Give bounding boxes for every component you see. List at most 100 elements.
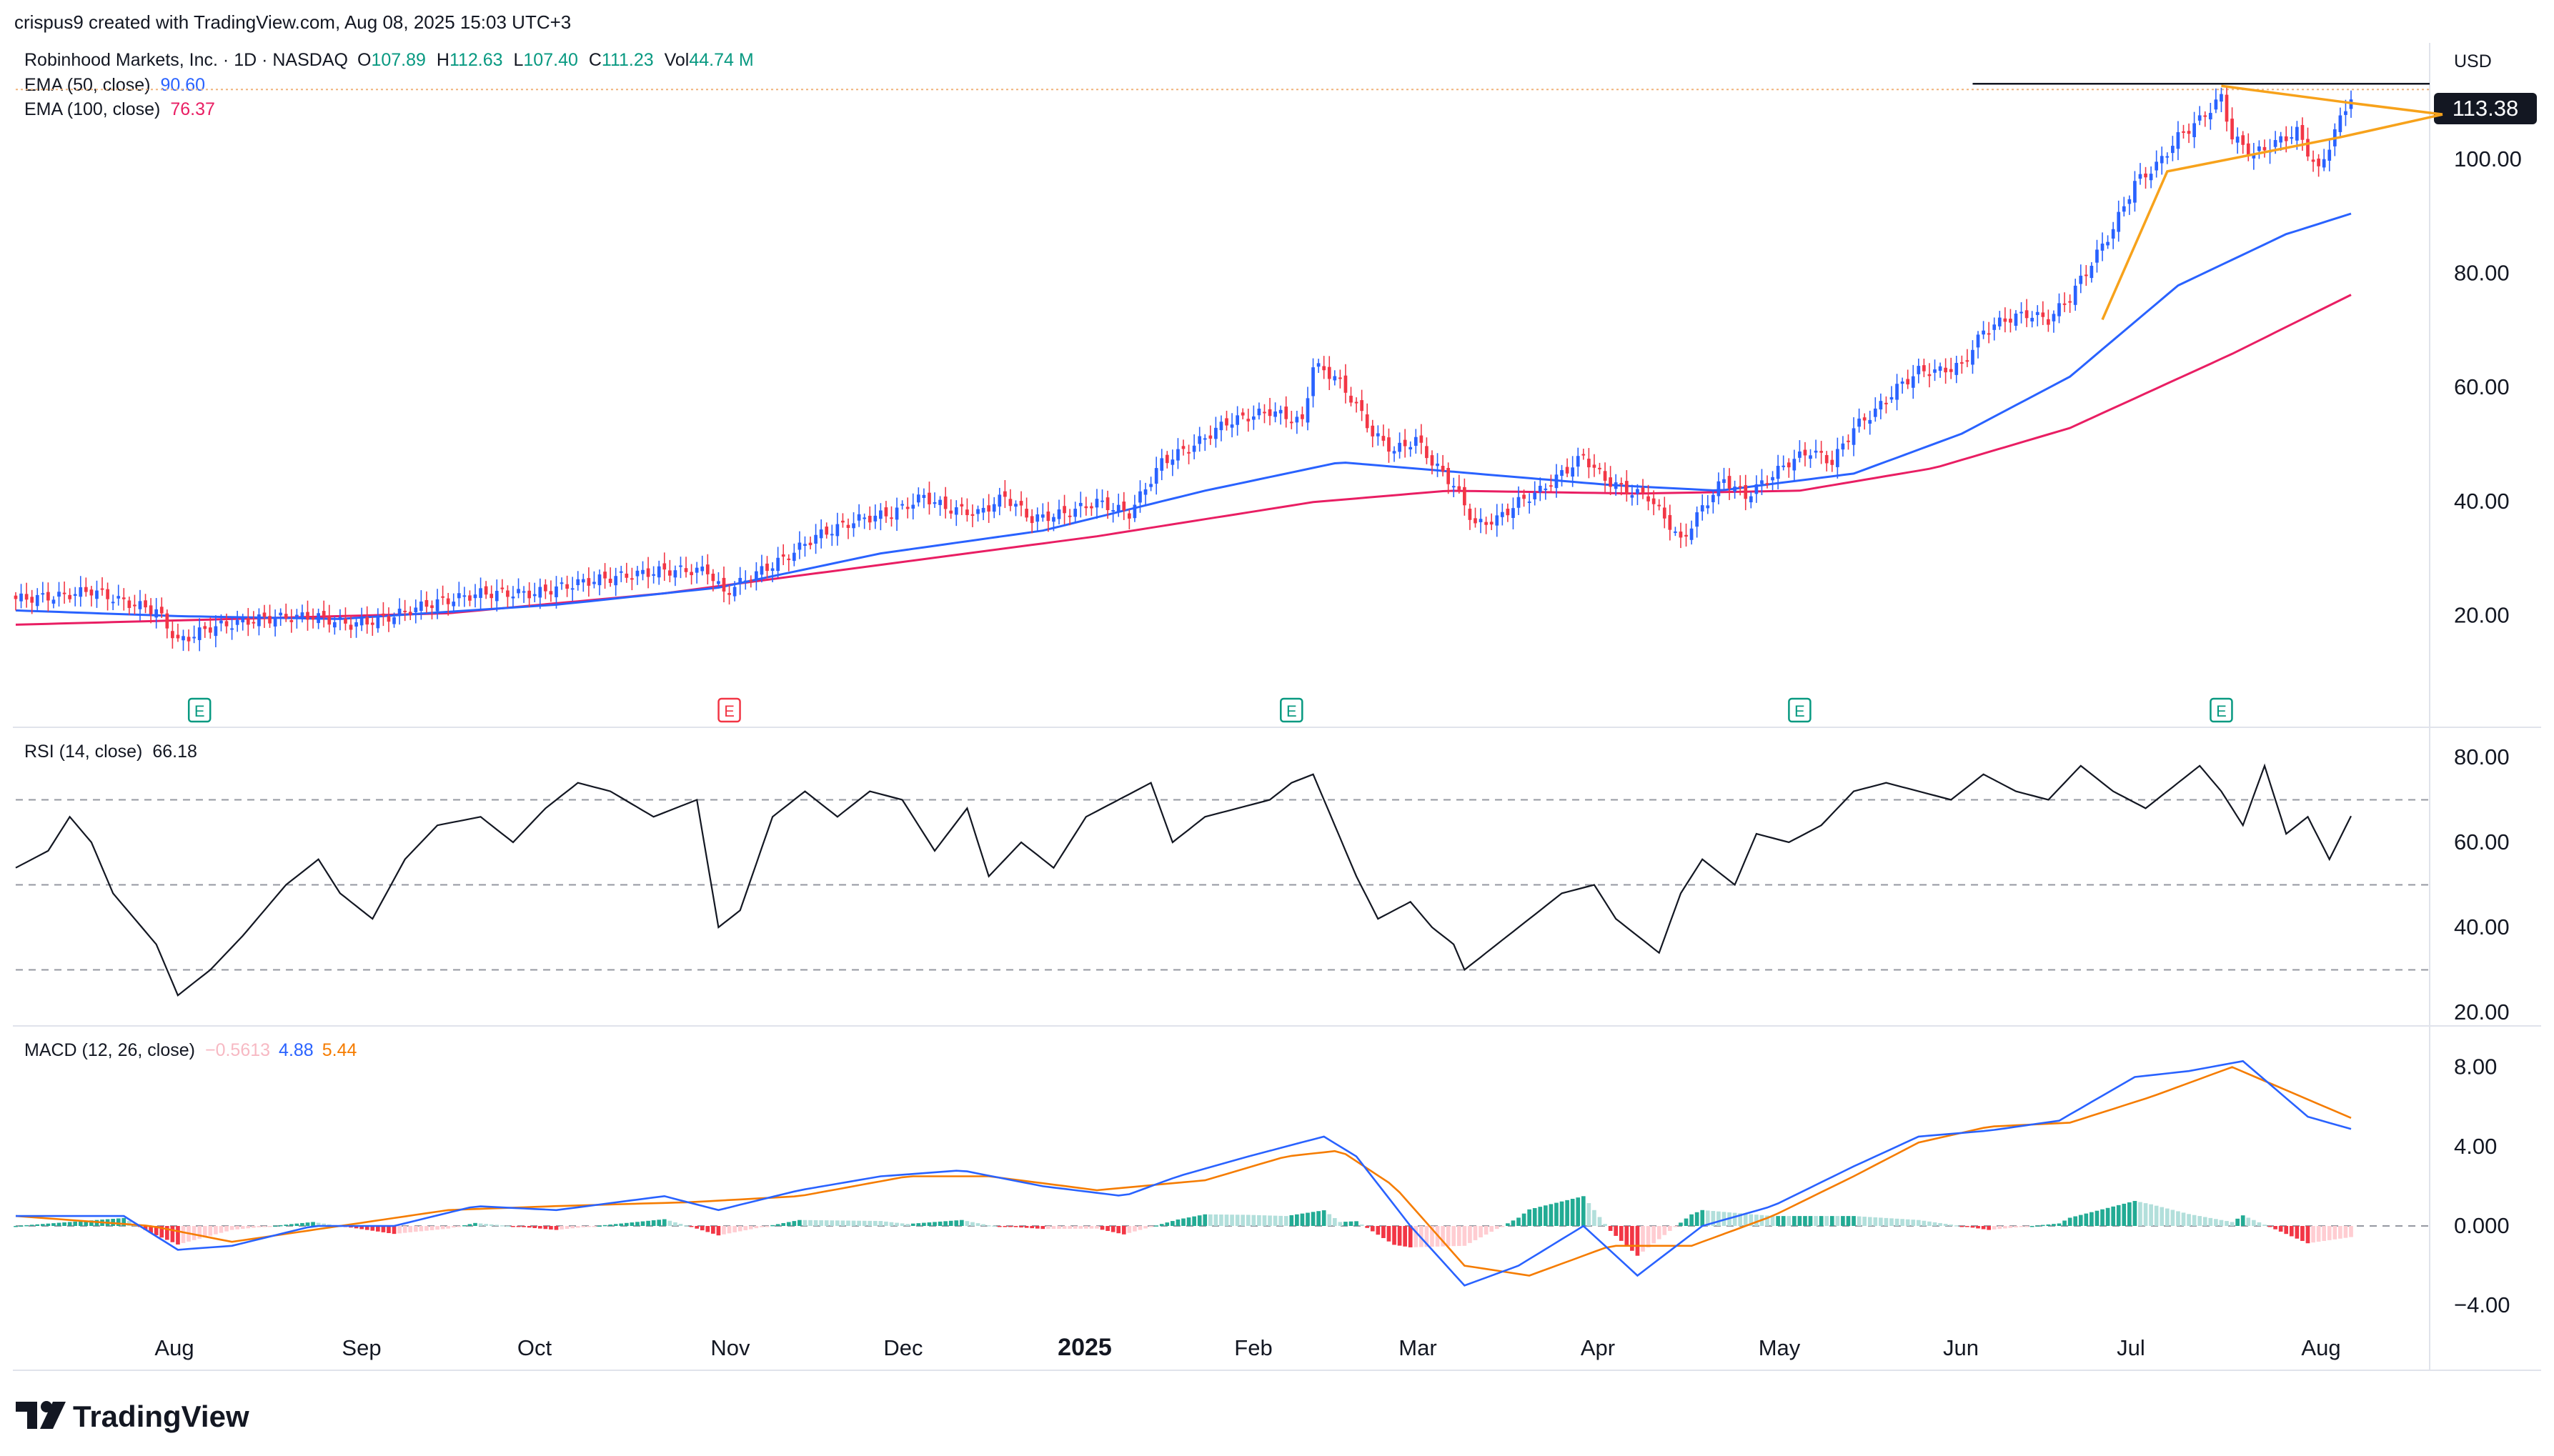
candle-body [2317,159,2320,166]
candle [1997,311,2002,330]
last-price-badge-bg [2434,93,2537,124]
candle [1716,472,1721,504]
macd-histogram-bar [662,1219,667,1226]
macd-tick-label: −4.00 [2454,1292,2510,1317]
candle-body [841,520,845,523]
candle [555,576,558,609]
macd-panel [14,1059,2430,1287]
macd-histogram-bar [760,1226,764,1227]
candle [1063,494,1066,524]
macd-histogram-bar [1143,1226,1148,1229]
macd-histogram-bar [1829,1216,1834,1226]
macd-histogram-bar [154,1226,159,1235]
candle-body [441,596,444,598]
candle-body [1046,511,1050,522]
macd-line-value: 4.88 [279,1040,314,1060]
macd-tick-label: 8.00 [2454,1054,2497,1079]
candle-body [62,592,66,594]
macd-histogram-bar [770,1225,775,1227]
macd-histogram-bar [1197,1215,1202,1226]
macd-histogram-bar [408,1226,413,1232]
candle [2311,150,2315,172]
candle-body [2047,319,2050,325]
macd-histogram-bar [819,1220,823,1226]
candle-body [1576,456,1580,467]
candle-body [1430,455,1434,466]
macd-histogram-bar [2062,1220,2067,1226]
candle-body [397,608,402,614]
rsi-legend: RSI (14, close) 66.18 [24,742,197,762]
candle-body [1463,487,1466,506]
candle [1171,449,1175,477]
macd-histogram-bar [2067,1217,2072,1226]
macd-histogram-bar [1949,1225,1954,1226]
candle-body [1722,479,1726,483]
candle [295,609,299,629]
macd-histogram-bar [2149,1204,2153,1226]
candle [2122,196,2126,216]
candle [1571,456,1575,487]
candle-body [1862,417,1867,421]
candle [154,598,159,629]
candle-body [1306,398,1310,423]
candle-body [560,582,564,584]
candle-body [349,624,353,630]
macd-histogram-bar [1338,1222,1343,1226]
candle [1954,355,1959,384]
time-axis-label: May [1759,1335,1801,1360]
candle [1311,358,1315,408]
candle-body [95,590,99,599]
candle [484,581,488,599]
macd-histogram-bar [202,1226,207,1237]
candle-body [1263,412,1266,414]
candle [111,594,115,611]
ohlc-high-key: H [437,50,449,70]
candle [2084,265,2088,286]
candle [2187,123,2191,144]
candle-body [171,631,174,639]
macd-histogram-bar [2024,1226,2029,1227]
candle-body [2338,115,2342,132]
candle [695,562,699,584]
macd-histogram-bar [1251,1215,1256,1226]
macd-histogram-bar [1884,1217,1889,1226]
candle-body [1203,438,1207,440]
macd-histogram-bar [40,1224,45,1226]
candle [1214,417,1218,448]
macd-histogram-bar [440,1226,445,1230]
candle [241,614,245,631]
macd-histogram-bar [51,1223,56,1226]
candle [219,614,223,632]
candle [419,590,423,620]
candle [570,577,575,602]
candle-body [1565,467,1569,474]
candle [370,617,374,636]
candle [2057,293,2061,324]
macd-histogram-bar [1803,1216,1807,1226]
candle [792,543,796,567]
macd-histogram-bar [1354,1221,1358,1226]
candle [2322,149,2326,171]
candle-body [192,637,196,639]
macd-histogram-bar [975,1223,980,1226]
candle [2003,307,2007,333]
candle-body [1662,507,1666,519]
candle-body [755,571,758,579]
candle [868,506,872,530]
macd-histogram-bar [1192,1216,1196,1226]
candle [1500,503,1504,526]
macd-histogram-bar [1213,1214,1218,1226]
candle-body [176,634,180,639]
candle [1689,520,1694,545]
candle-body [300,612,304,618]
candle [760,554,764,583]
candle [2041,301,2045,325]
candle-body [884,507,888,517]
candle-body [289,619,294,622]
macd-histogram-bar [257,1226,262,1227]
candle [2171,136,2175,161]
candle [73,587,77,607]
macd-histogram-bar [484,1224,488,1226]
macd-histogram-bar [868,1220,873,1226]
candle [549,580,553,602]
